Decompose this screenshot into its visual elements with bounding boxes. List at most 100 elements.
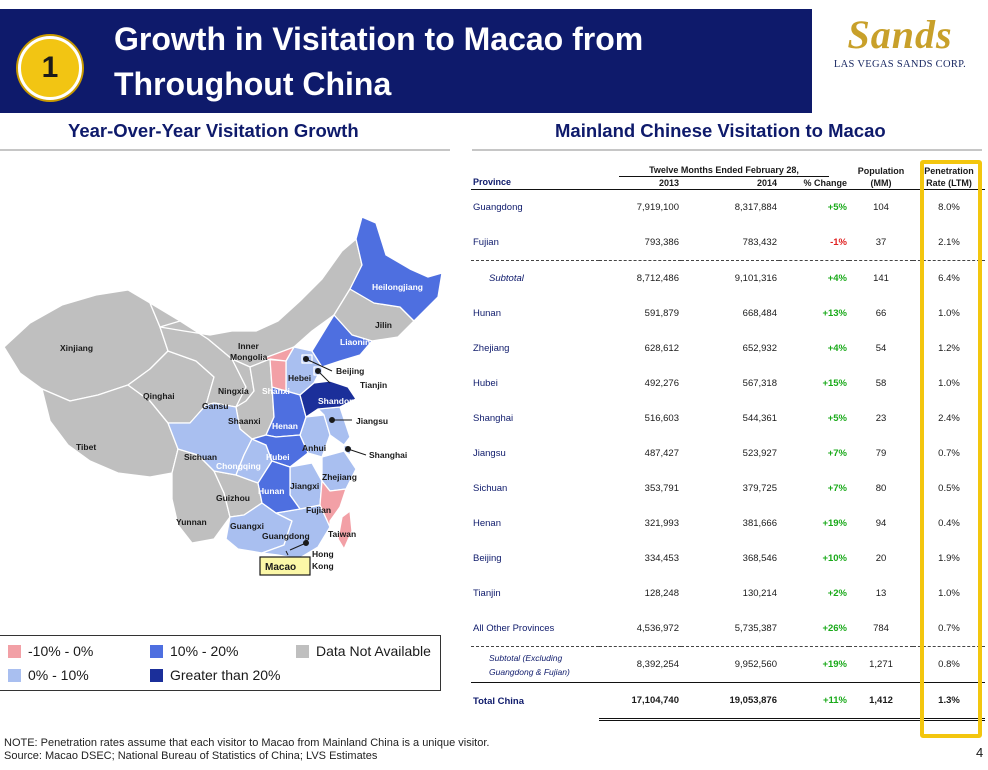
- label-hunan: Hunan: [258, 486, 284, 496]
- header-2013: 2013: [658, 178, 679, 188]
- cell-province: Tianjin: [473, 588, 501, 599]
- cell-population: 80: [875, 483, 887, 494]
- label-zhejiang: Zhejiang: [322, 472, 357, 482]
- table-row-subtotal: Subtotal 8,712,486 9,101,316 +4% 141 6.4…: [471, 261, 985, 297]
- legend-item-mid: 10% - 20%: [150, 643, 238, 659]
- macao-callout: [259, 556, 311, 576]
- cell-2014: 567,318: [742, 378, 777, 389]
- label-chongqing: Chongqing: [216, 461, 261, 471]
- cell-population: 23: [875, 413, 887, 424]
- cell-province: Subtotal (Excluding Guangdong & Fujian): [471, 647, 599, 683]
- header-population-1: Population: [857, 166, 905, 176]
- region-shandong: [299, 380, 357, 418]
- table-row-subtotal-excl: Subtotal (Excluding Guangdong & Fujian) …: [471, 647, 985, 683]
- slide-title: Growth in Visitation to Macao from Throu…: [114, 17, 804, 107]
- label-jiangxi: Jiangxi: [290, 481, 319, 491]
- header-penetration-2: Rate (LTM): [926, 178, 972, 188]
- cell-penetration: 2.4%: [938, 413, 960, 424]
- penetration-highlight-box: [920, 160, 982, 738]
- label-hong: Hong: [312, 549, 334, 559]
- beijing-pointer: [305, 358, 333, 372]
- cell-population: 54: [875, 343, 887, 354]
- logo-wordmark: Sands: [847, 12, 953, 57]
- legend-item-na: Data Not Available: [296, 643, 431, 659]
- table-row: Jiangsu 487,427 523,927 +7% 79 0.7%: [471, 436, 985, 471]
- cell-population: 66: [875, 308, 887, 319]
- cell-penetration: 1.3%: [913, 682, 985, 721]
- cell-2013: 7,919,100: [636, 202, 679, 213]
- table-row: Beijing 334,453 368,546 +10% 20 1.9%: [471, 541, 985, 576]
- cell-change: -1%: [830, 237, 847, 248]
- cell-province: Fujian: [473, 237, 499, 248]
- label-jilin: Jilin: [375, 320, 392, 330]
- cell-change: +11%: [779, 682, 849, 721]
- cell-population: 141: [873, 273, 889, 284]
- cell-penetration: 6.4%: [938, 273, 960, 284]
- jiangsu-dot: [329, 417, 335, 423]
- cell-change: +19%: [822, 659, 847, 670]
- cell-2013: 492,276: [644, 378, 679, 389]
- cell-population: 58: [875, 378, 887, 389]
- cell-population: 1,412: [849, 682, 913, 721]
- cell-population: 79: [875, 448, 887, 459]
- legend-label-low: 0% - 10%: [28, 667, 89, 683]
- cell-2014: 5,735,387: [734, 623, 777, 634]
- table-row-total: Total China 17,104,740 19,053,876 +11% 1…: [471, 682, 985, 721]
- cell-2014: 668,484: [742, 308, 777, 319]
- cell-population: 37: [875, 237, 887, 248]
- footnote-note: NOTE: Penetration rates assume that each…: [4, 737, 490, 749]
- cell-2013: 793,386: [644, 237, 679, 248]
- cell-change: +10%: [822, 553, 847, 564]
- legend-swatch-dark-blue: [150, 668, 163, 682]
- table-row: Henan 321,993 381,666 +19% 94 0.4%: [471, 506, 985, 541]
- cell-province: Shanghai: [473, 413, 514, 424]
- label-beijing: Beijing: [336, 366, 364, 376]
- legend-swatch-gray: [296, 644, 309, 658]
- cell-2014: 379,725: [742, 483, 777, 494]
- label-tianjin: Tianjin: [360, 380, 387, 390]
- label-yunnan: Yunnan: [176, 517, 207, 527]
- cell-2013: 591,879: [644, 308, 679, 319]
- cell-population: 13: [875, 588, 887, 599]
- tianjin-dot: [315, 368, 321, 374]
- cell-province: Henan: [473, 518, 501, 529]
- cell-2013: 487,427: [644, 448, 679, 459]
- label-shanxi: Shanxi: [262, 386, 290, 396]
- cell-2013: 128,248: [644, 588, 679, 599]
- header-period: Twelve Months Ended February 28,: [619, 165, 829, 177]
- cell-province: Total China: [473, 695, 525, 707]
- cell-2014: 368,546: [742, 553, 777, 564]
- label-shaanxi: Shaanxi: [228, 416, 261, 426]
- cell-2014: 381,666: [742, 518, 777, 529]
- cell-penetration: 0.8%: [938, 659, 960, 670]
- cell-2014: 783,432: [742, 237, 777, 248]
- cell-population: 94: [875, 518, 887, 529]
- cell-province: All Other Provinces: [473, 623, 555, 634]
- table-row: Zhejiang 628,612 652,932 +4% 54 1.2%: [471, 331, 985, 366]
- cell-province-line2: Guangdong & Fujian): [489, 666, 570, 677]
- cell-population: 1,271: [869, 659, 893, 670]
- label-guizhou: Guizhou: [216, 493, 250, 503]
- china-visitation-map: Heilongjiang Jilin Liaoning Xinjiang Inn…: [3, 216, 443, 576]
- label-anhui: Anhui: [302, 443, 326, 453]
- cell-penetration: 0.7%: [938, 448, 960, 459]
- legend-label-na: Data Not Available: [316, 643, 431, 659]
- cell-penetration: 8.0%: [938, 202, 960, 213]
- label-inner-mongolia-2: Mongolia: [230, 352, 268, 362]
- cell-2013: 8,392,254: [636, 659, 679, 670]
- map-legend: -10% - 0% 0% - 10% 10% - 20% Greater tha…: [0, 635, 441, 691]
- label-qinghai: Qinghai: [143, 391, 175, 401]
- cell-penetration: 1.0%: [938, 308, 960, 319]
- visitation-table: Twelve Months Ended February 28, Populat…: [471, 165, 985, 721]
- table-row: Hunan 591,879 668,484 +13% 66 1.0%: [471, 296, 985, 331]
- label-sichuan: Sichuan: [184, 452, 217, 462]
- legend-swatch-mid-blue: [150, 644, 163, 658]
- cell-2014: 523,927: [742, 448, 777, 459]
- label-taiwan: Taiwan: [328, 529, 356, 539]
- cell-province: Hunan: [473, 308, 501, 319]
- slide-title-line1: Growth in Visitation to Macao from: [114, 21, 644, 57]
- region-shanxi: [261, 346, 295, 392]
- cell-2013: 321,993: [644, 518, 679, 529]
- cell-change: +26%: [822, 623, 847, 634]
- cell-2013: 4,536,972: [636, 623, 679, 634]
